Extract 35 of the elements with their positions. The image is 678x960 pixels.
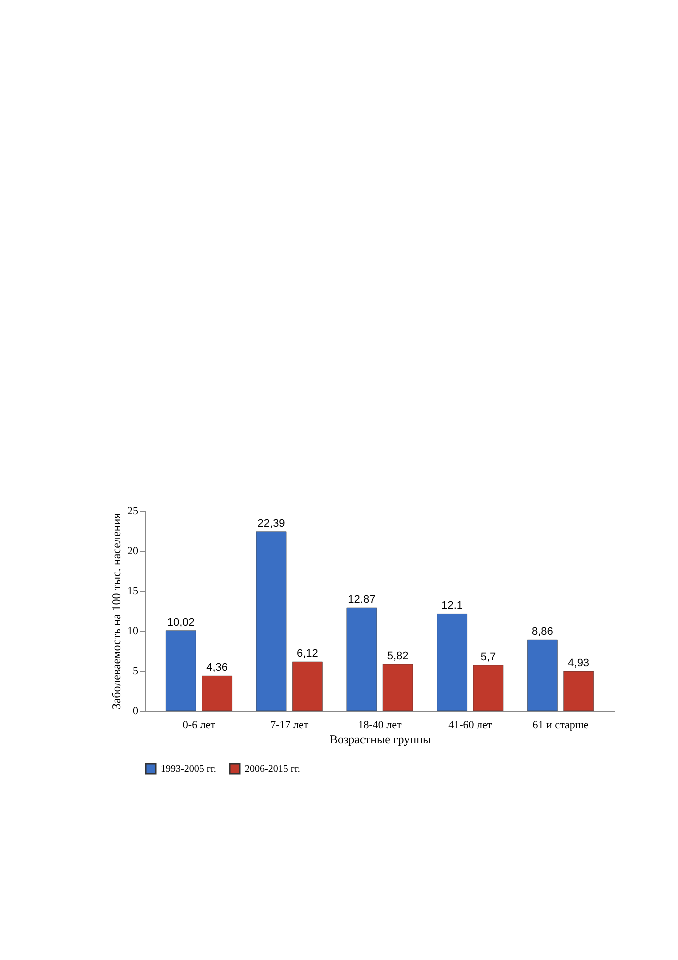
x-tick-label: 7-17 лет <box>270 720 309 732</box>
y-tick-label: 10 <box>128 626 139 638</box>
bar <box>256 532 287 712</box>
y-tick-label: 15 <box>128 586 139 598</box>
bar <box>292 662 323 712</box>
bar <box>564 671 594 712</box>
x-axis-title: Возрастные группы <box>330 732 432 746</box>
x-tick-label: 61 и старше <box>532 720 589 732</box>
bar <box>166 630 196 712</box>
x-tick-label: 18-40 лет <box>358 720 402 732</box>
bar <box>202 676 232 712</box>
data-label: 5,82 <box>387 650 409 662</box>
data-label: 10,02 <box>167 616 195 629</box>
data-label: 5,7 <box>480 651 496 664</box>
x-tick-label: 41-60 лет <box>448 720 492 732</box>
y-tick-label: 20 <box>128 546 139 558</box>
data-label: 4,93 <box>568 658 590 670</box>
bar <box>382 664 414 712</box>
bar <box>346 608 378 712</box>
data-label: 12.1 <box>442 600 464 612</box>
bar <box>437 614 468 712</box>
y-tick-label: 25 <box>128 506 139 518</box>
data-label: 6,12 <box>296 648 318 660</box>
legend-label: 1993-2005 гг. <box>161 764 216 775</box>
data-label: 22,39 <box>258 518 286 530</box>
y-tick-label: 5 <box>133 666 139 678</box>
data-label: 8,86 <box>532 626 554 638</box>
bar <box>473 665 504 712</box>
legend-label: 2006-2015 гг. <box>245 764 300 775</box>
data-label: 4,36 <box>206 662 228 674</box>
bar <box>528 640 558 712</box>
y-tick-label: 0 <box>133 706 139 718</box>
data-label: 12.87 <box>348 594 376 606</box>
x-tick-label: 0-6 лет <box>182 720 216 732</box>
y-axis-title: Заболеваемость на 100 тыс. населения <box>110 512 124 710</box>
